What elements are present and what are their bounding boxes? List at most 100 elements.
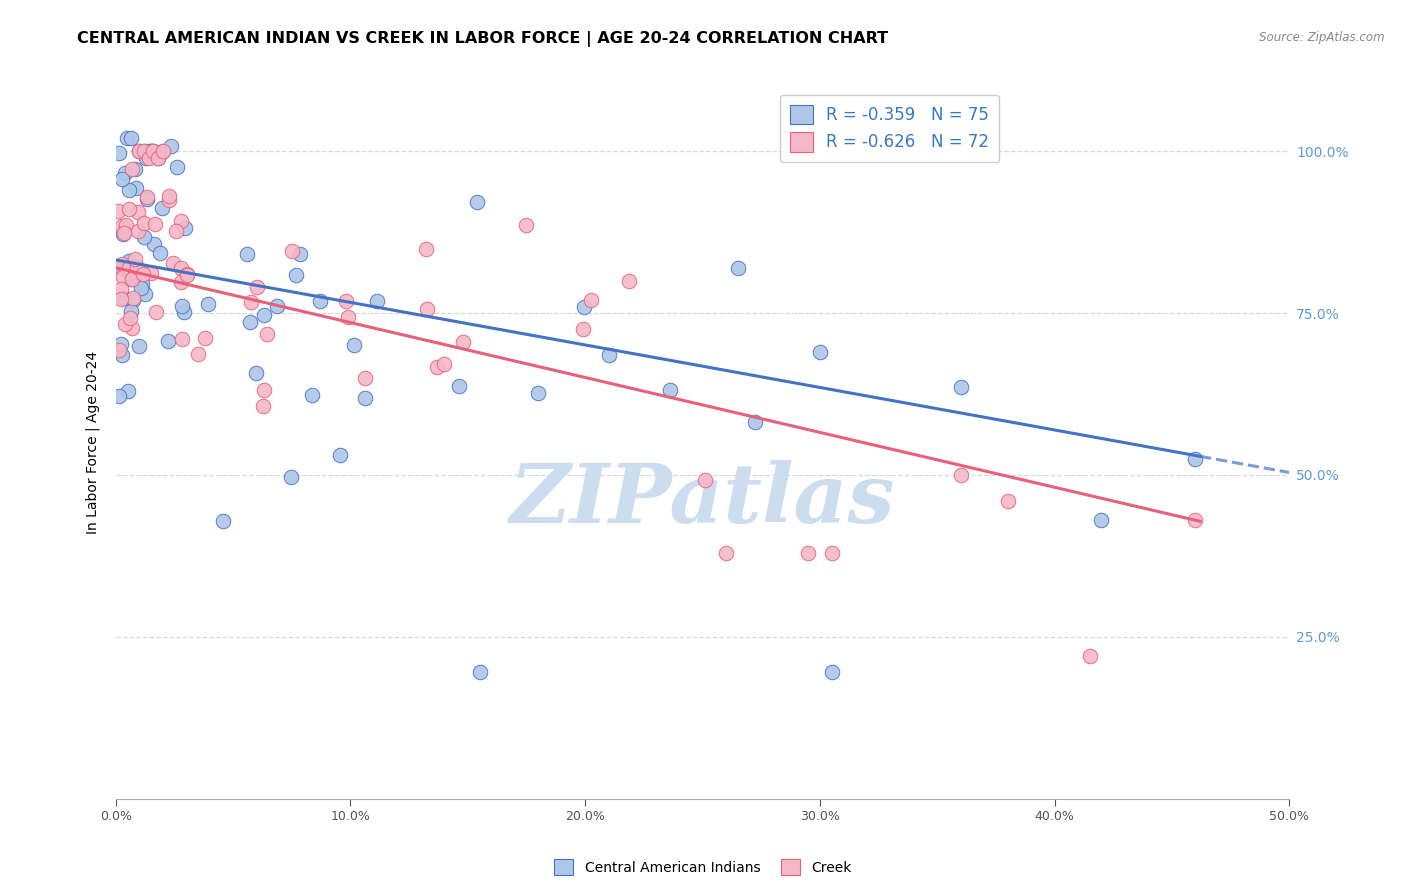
Point: [170, 214, 193, 228]
Point: [132, 144, 155, 158]
Point: [353, 371, 375, 385]
Point: [112, 291, 135, 305]
Point: [693, 473, 716, 487]
Point: [949, 380, 972, 394]
Point: [176, 267, 198, 281]
Point: [1090, 513, 1112, 527]
Point: [353, 391, 375, 405]
Point: [111, 227, 134, 242]
Point: [118, 202, 141, 217]
Point: [166, 160, 188, 174]
Point: [121, 161, 143, 176]
Point: [127, 205, 149, 219]
Legend: R = -0.359   N = 75, R = -0.626   N = 72: R = -0.359 N = 75, R = -0.626 N = 72: [779, 95, 1000, 161]
Point: [714, 546, 737, 560]
Point: [108, 343, 131, 358]
Point: [288, 247, 311, 261]
Point: [285, 268, 308, 283]
Point: [115, 260, 138, 275]
Y-axis label: In Labor Force | Age 20-24: In Labor Force | Age 20-24: [86, 351, 100, 534]
Point: [173, 220, 195, 235]
Point: [128, 339, 150, 353]
Point: [112, 226, 135, 240]
Point: [329, 448, 352, 462]
Point: [128, 144, 150, 158]
Point: [121, 291, 143, 305]
Point: [107, 146, 129, 161]
Point: [124, 162, 146, 177]
Point: [131, 277, 153, 292]
Point: [120, 272, 142, 286]
Point: [579, 293, 602, 307]
Point: [118, 253, 141, 268]
Point: [727, 260, 749, 275]
Point: [142, 236, 165, 251]
Point: [114, 317, 136, 331]
Point: [111, 348, 134, 362]
Point: [253, 383, 276, 397]
Point: [187, 347, 209, 361]
Point: [115, 218, 138, 232]
Point: [1078, 649, 1101, 664]
Point: [111, 172, 134, 186]
Point: [170, 299, 193, 313]
Point: [149, 245, 172, 260]
Point: [820, 546, 842, 560]
Point: [366, 293, 388, 308]
Point: [820, 665, 842, 680]
Point: [465, 195, 488, 210]
Point: [132, 216, 155, 230]
Point: [157, 193, 180, 207]
Point: [121, 320, 143, 334]
Point: [1184, 513, 1206, 527]
Point: [152, 144, 174, 158]
Point: [572, 322, 595, 336]
Point: [111, 260, 134, 275]
Point: [337, 310, 360, 325]
Point: [127, 224, 149, 238]
Point: [110, 337, 132, 351]
Point: [426, 360, 449, 375]
Point: [280, 244, 302, 259]
Point: [135, 190, 157, 204]
Point: [343, 338, 366, 352]
Point: [949, 467, 972, 482]
Point: [132, 229, 155, 244]
Point: [211, 514, 233, 528]
Point: [162, 256, 184, 270]
Point: [309, 294, 332, 309]
Point: [122, 293, 145, 308]
Point: [449, 379, 471, 393]
Point: [246, 280, 269, 294]
Point: [142, 144, 165, 158]
Point: [280, 470, 302, 484]
Point: [433, 357, 456, 371]
Point: [124, 252, 146, 266]
Point: [142, 144, 165, 158]
Point: [111, 257, 134, 271]
Point: [136, 192, 159, 206]
Point: [121, 271, 143, 285]
Point: [170, 275, 193, 289]
Text: Source: ZipAtlas.com: Source: ZipAtlas.com: [1260, 31, 1385, 45]
Point: [120, 131, 142, 145]
Point: [451, 334, 474, 349]
Point: [239, 315, 262, 329]
Point: [744, 415, 766, 429]
Point: [139, 266, 162, 280]
Point: [176, 268, 198, 282]
Point: [129, 281, 152, 295]
Text: ZIPatlas: ZIPatlas: [510, 459, 896, 540]
Point: [110, 282, 132, 296]
Point: [110, 292, 132, 306]
Point: [143, 217, 166, 231]
Point: [170, 261, 193, 276]
Point: [415, 243, 437, 257]
Point: [111, 219, 134, 233]
Point: [132, 144, 155, 158]
Point: [139, 144, 162, 158]
Point: [118, 261, 141, 276]
Point: [108, 389, 131, 403]
Point: [253, 308, 276, 322]
Point: [598, 348, 620, 362]
